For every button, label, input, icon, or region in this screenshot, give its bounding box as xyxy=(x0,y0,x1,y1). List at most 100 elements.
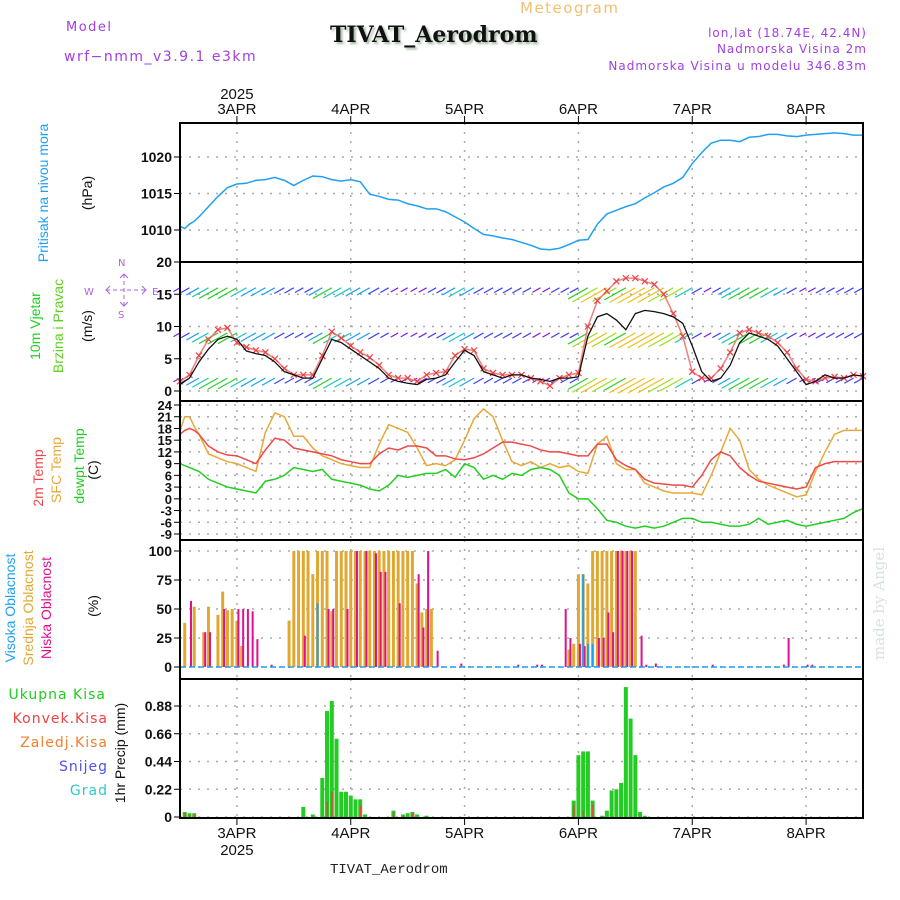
cloud-axis-title-mid: Srednja Oblacnost xyxy=(20,550,36,666)
wind-barb xyxy=(284,287,295,294)
cloud-bar xyxy=(327,609,330,667)
wind-gust-marker xyxy=(214,326,222,334)
wind-barb xyxy=(180,332,190,339)
y-tick-label: 5 xyxy=(164,351,172,367)
compass-cross-icon xyxy=(104,272,148,308)
cloud-bar xyxy=(612,632,615,667)
y-tick-label: 18 xyxy=(158,421,172,436)
wind-barb xyxy=(807,287,816,293)
y-tick-label: 21 xyxy=(158,410,172,425)
wind-barb xyxy=(356,287,371,296)
wind-barb xyxy=(198,377,219,390)
wind-barb xyxy=(522,287,532,294)
wind-barb xyxy=(356,332,371,341)
wind-barb xyxy=(284,332,295,339)
wind-barb xyxy=(308,377,323,387)
x-tick-label-top: 3APR xyxy=(217,101,256,118)
wind-barb xyxy=(473,377,484,385)
wind-barb xyxy=(191,287,209,298)
cloud-bar xyxy=(591,551,595,667)
wind-gust-marker xyxy=(280,365,288,372)
wind-barb xyxy=(380,332,389,339)
wind-barb xyxy=(569,287,579,294)
wind-barb xyxy=(773,332,788,342)
cloud-bar xyxy=(619,551,623,667)
wind-barb xyxy=(448,332,465,343)
wind-barb xyxy=(230,287,247,298)
wind-barb xyxy=(748,377,769,390)
cloud-bar xyxy=(602,638,605,667)
wind-barb xyxy=(410,332,418,338)
year-label-top: 2025 xyxy=(220,86,253,103)
wind-barb xyxy=(273,332,285,340)
wind-barb xyxy=(334,287,352,298)
y-tick-label: 25 xyxy=(156,630,172,646)
precip-total-bar xyxy=(320,777,325,817)
wind-barb xyxy=(760,377,778,389)
cloud-bar xyxy=(610,551,614,667)
wind-barb xyxy=(674,287,693,298)
precip-convective-bar xyxy=(392,811,395,817)
wind-barb xyxy=(345,377,361,387)
wind-gust-marker xyxy=(679,332,687,340)
cloud-bar xyxy=(391,551,395,667)
wind-speed-line xyxy=(179,309,864,386)
wind-barb xyxy=(217,377,238,390)
cloud-bar xyxy=(586,643,589,667)
wind-gust-marker xyxy=(451,352,459,359)
cloud-bar xyxy=(270,664,273,667)
wind-barb xyxy=(591,332,617,348)
y-tick-label: 15 xyxy=(156,286,172,302)
wind-barb xyxy=(367,377,380,385)
wind-barb xyxy=(569,377,579,384)
wind-barb xyxy=(712,287,722,294)
cloud-bar xyxy=(417,574,420,667)
wind-barb xyxy=(674,377,693,389)
wind-barb xyxy=(483,377,494,384)
precip-convective-bar xyxy=(582,810,585,817)
wind-barb xyxy=(773,287,788,296)
wind-barb xyxy=(334,377,352,388)
compass-west: W xyxy=(84,287,94,298)
cloud-bar xyxy=(711,664,714,667)
wind-barb xyxy=(185,287,200,296)
wind-barb xyxy=(799,332,807,338)
cloud-bar xyxy=(208,632,211,667)
wind-gust-marker xyxy=(641,277,649,285)
wind-barb xyxy=(825,287,835,294)
wind-barb xyxy=(591,377,617,393)
y-tick-label: 1015 xyxy=(141,186,172,202)
cloud-bar xyxy=(621,551,624,667)
precip-total-bar xyxy=(623,687,628,817)
y-tick-label: 12 xyxy=(158,445,172,460)
cloud-bar xyxy=(216,614,220,667)
wind-barb xyxy=(567,332,589,345)
wind-barb xyxy=(721,377,740,389)
wind-barb xyxy=(853,332,864,339)
cloud-bar xyxy=(297,551,301,667)
precip-axis-units: 1hr Precip (mm) xyxy=(112,702,128,804)
wind-barb xyxy=(191,377,209,388)
cloud-bar xyxy=(540,664,543,667)
cloud-bar xyxy=(607,612,610,667)
wind-barb xyxy=(835,332,845,339)
cloud-bar xyxy=(415,583,419,667)
wind-gust-marker xyxy=(603,287,611,295)
cloud-bar xyxy=(576,574,580,667)
precip-total-bar xyxy=(301,806,306,817)
cloud-bar xyxy=(379,571,382,667)
cloud-bar xyxy=(614,551,618,667)
cloud-bar xyxy=(436,650,439,667)
cloud-bar xyxy=(387,551,391,667)
wind-barb xyxy=(380,377,389,384)
cloud-bar xyxy=(645,664,648,667)
pressure-axis-title: Pritisak na nivou mora xyxy=(35,123,51,263)
wind-barb xyxy=(483,287,494,294)
cloud-bar xyxy=(353,551,357,667)
wind-barb xyxy=(261,377,276,386)
precip-total-bar xyxy=(628,718,633,817)
wind-barb xyxy=(207,377,228,390)
wind-barb xyxy=(617,287,646,304)
y-tick-label: -9 xyxy=(160,527,172,542)
